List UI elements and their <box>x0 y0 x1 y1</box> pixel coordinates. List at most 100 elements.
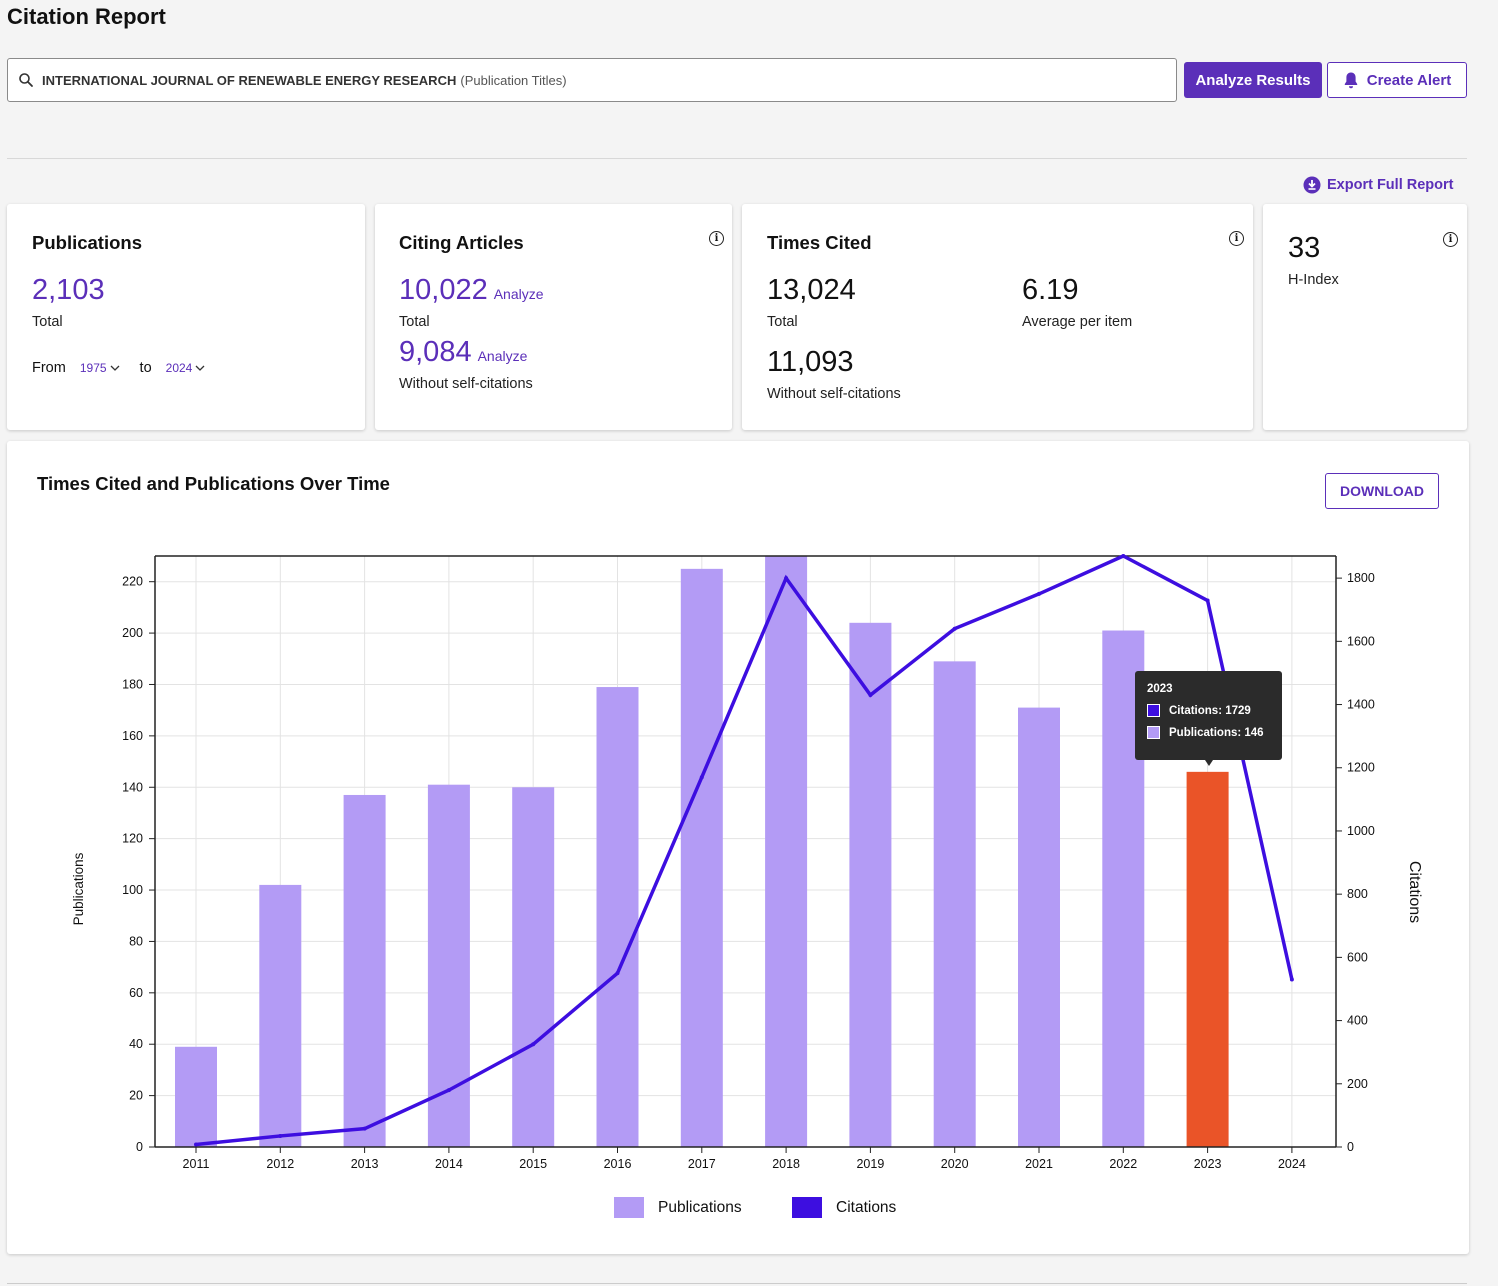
page-title: Citation Report <box>7 4 166 29</box>
x-tick-label: 2017 <box>688 1157 716 1171</box>
bar-publications-2019[interactable] <box>849 622 892 1147</box>
chevron-down-icon <box>110 365 120 371</box>
create-alert-label: Create Alert <box>1366 71 1452 89</box>
times-cited-title: Times Cited <box>767 232 872 253</box>
citations-line <box>195 554 1294 1147</box>
legend-swatch-publications <box>614 1197 644 1218</box>
publications-total[interactable]: 2,103 <box>32 274 105 306</box>
tooltip-arrow <box>1205 760 1213 766</box>
chart-title: Times Cited and Publications Over Time <box>37 473 390 494</box>
bar-publications-2017[interactable] <box>680 568 723 1147</box>
tooltip-publications-swatch <box>1147 726 1160 739</box>
y-tick-label: 200 <box>122 626 143 640</box>
y-tick-label: 100 <box>122 883 143 897</box>
x-tick-label: 2013 <box>351 1157 379 1171</box>
y2-tick-label: 1400 <box>1347 698 1375 712</box>
chart-card: Times Cited and Publications Over Time D… <box>7 441 1469 1254</box>
info-icon[interactable]: i <box>709 231 724 246</box>
to-year-select[interactable]: 2024 <box>166 361 206 375</box>
search-query-field[interactable]: INTERNATIONAL JOURNAL OF RENEWABLE ENERG… <box>7 58 1177 102</box>
legend-label-citations: Citations <box>836 1198 897 1216</box>
citations-point-2022[interactable] <box>1121 554 1126 558</box>
y-tick-label: 0 <box>136 1140 143 1154</box>
citing-articles-total[interactable]: 10,022 Analyze <box>399 274 544 306</box>
publications-total-label: Total <box>32 314 63 330</box>
citations-point-2013[interactable] <box>362 1126 367 1131</box>
section-divider <box>7 158 1467 159</box>
x-tick-label: 2024 <box>1278 1157 1306 1171</box>
download-circle-icon <box>1303 176 1321 194</box>
from-label: From <box>32 360 66 376</box>
x-tick-label: 2016 <box>604 1157 632 1171</box>
bar-publications-2013[interactable] <box>343 794 386 1147</box>
citations-point-2012[interactable] <box>278 1133 283 1138</box>
x-tick-label: 2020 <box>941 1157 969 1171</box>
x-tick-label: 2023 <box>1194 1157 1222 1171</box>
citing-articles-without-self[interactable]: 9,084 Analyze <box>399 336 528 368</box>
citing-total-label: Total <box>399 314 430 330</box>
citations-point-2011[interactable] <box>194 1142 198 1147</box>
citations-point-2020[interactable] <box>952 626 957 631</box>
y2-tick-label: 1600 <box>1347 634 1375 648</box>
h-index-label: H-Index <box>1288 272 1339 288</box>
citations-point-2016[interactable] <box>615 971 620 976</box>
y-tick-label: 20 <box>129 1089 143 1103</box>
info-icon[interactable]: i <box>1229 231 1244 246</box>
h-index-value: 33 <box>1288 232 1321 264</box>
analyze-citing-without-link[interactable]: Analyze <box>477 348 528 364</box>
analyze-citing-total-link[interactable]: Analyze <box>493 286 544 302</box>
citations-point-2014[interactable] <box>446 1088 451 1093</box>
info-icon[interactable]: i <box>1443 232 1458 247</box>
bar-publications-2016[interactable] <box>596 687 639 1147</box>
publications-card: Publications 2,103 Total From 1975 to 20… <box>7 204 365 430</box>
y-tick-label: 160 <box>122 729 143 743</box>
citations-point-2024[interactable] <box>1289 977 1294 982</box>
y2-tick-label: 800 <box>1347 887 1368 901</box>
citations-point-2019[interactable] <box>868 693 873 698</box>
x-tick-label: 2012 <box>266 1157 294 1171</box>
y-tick-label: 120 <box>122 832 143 846</box>
y-tick-label: 180 <box>122 677 143 691</box>
chevron-down-icon <box>195 365 205 371</box>
bar-publications-2011[interactable] <box>175 1046 217 1147</box>
create-alert-button[interactable]: Create Alert <box>1327 62 1467 98</box>
citations-point-2017[interactable] <box>699 775 704 780</box>
page-bottom-divider <box>7 1283 1467 1284</box>
bar-publications-2023[interactable] <box>1186 771 1229 1147</box>
tooltip-publications-text: Publications: 146 <box>1169 726 1264 739</box>
x-tick-label: 2021 <box>1025 1157 1053 1171</box>
y-tick-label: 140 <box>122 780 143 794</box>
citing-without-label: Without self-citations <box>399 376 533 392</box>
bar-publications-2014[interactable] <box>427 784 470 1147</box>
bar-publications-2015[interactable] <box>512 787 555 1147</box>
from-year-select[interactable]: 1975 <box>80 361 120 375</box>
y-axis-title: Publications <box>71 852 86 925</box>
y2-tick-label: 1000 <box>1347 824 1375 838</box>
x-tick-label: 2015 <box>519 1157 547 1171</box>
search-query-field-type: (Publication Titles) <box>460 72 567 88</box>
times-cited-card: Times Cited i 13,024 Total 11,093 Withou… <box>742 204 1253 430</box>
y2-tick-label: 0 <box>1347 1140 1354 1154</box>
legend-item-citations[interactable]: Citations <box>792 1197 896 1218</box>
citing-articles-title: Citing Articles <box>399 232 524 253</box>
export-full-report-link[interactable]: Export Full Report <box>1303 176 1453 194</box>
citations-point-2018[interactable] <box>784 576 789 581</box>
tooltip-year: 2023 <box>1147 683 1173 695</box>
y-tick-label: 220 <box>122 575 143 589</box>
analyze-results-button[interactable]: Analyze Results <box>1184 62 1322 98</box>
bar-publications-2012[interactable] <box>259 884 302 1147</box>
bar-publications-2021[interactable] <box>1018 707 1060 1147</box>
y2-tick-label: 400 <box>1347 1014 1368 1028</box>
h-index-card: 33 i H-Index <box>1263 204 1467 430</box>
bell-icon <box>1344 72 1357 89</box>
bar-publications-2020[interactable] <box>933 661 976 1147</box>
times-cited-without-label: Without self-citations <box>767 386 901 402</box>
legend-item-publications[interactable]: Publications <box>614 1197 742 1218</box>
citations-point-2023[interactable] <box>1205 598 1210 603</box>
chart-tooltip: 2023 Citations: 1729 Publications: 146 <box>1135 671 1282 766</box>
citations-point-2021[interactable] <box>1037 591 1041 596</box>
citations-point-2015[interactable] <box>531 1042 536 1047</box>
download-button[interactable]: DOWNLOAD <box>1325 473 1439 509</box>
tooltip-citations-row: Citations: 1729 <box>1147 704 1270 717</box>
bar-publications-2018[interactable] <box>765 556 808 1147</box>
